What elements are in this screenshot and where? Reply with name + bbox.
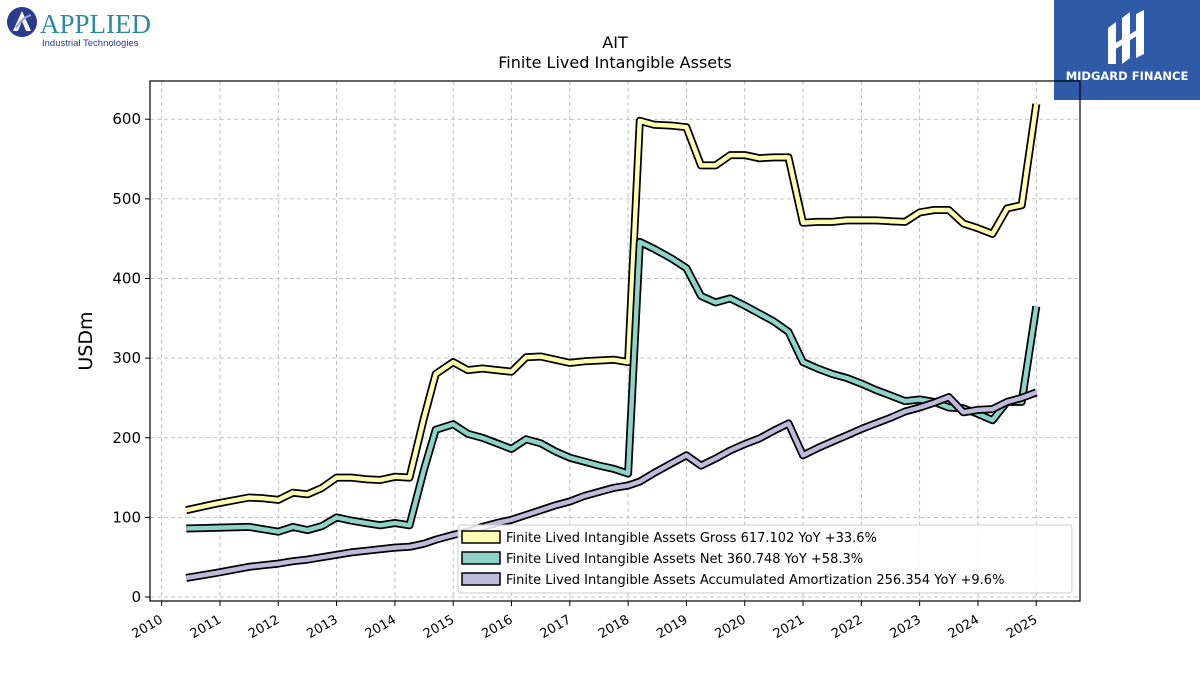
chart-title: AIT bbox=[602, 33, 628, 52]
y-tick-label: 400 bbox=[112, 269, 141, 287]
plot-frame bbox=[149, 80, 1081, 602]
series-gross-line bbox=[185, 103, 1039, 513]
y-tick-label: 500 bbox=[112, 190, 141, 208]
y-tick-label: 300 bbox=[112, 349, 141, 367]
series-net-line bbox=[186, 239, 1039, 534]
legend-label-net: Finite Lived Intangible Assets Net 360.7… bbox=[506, 552, 863, 567]
x-tick-label: 2019 bbox=[654, 612, 690, 642]
x-axis: 2010 2011 2012 2013 2014 2015 2016 2017 2018 2019… bbox=[130, 601, 1040, 642]
x-tick-label: 2020 bbox=[713, 612, 749, 642]
x-tick-label: 2013 bbox=[304, 612, 340, 642]
x-tick-label: 2018 bbox=[596, 612, 632, 642]
x-tick-label: 2021 bbox=[771, 612, 807, 642]
legend-label-gross: Finite Lived Intangible Assets Gross 617… bbox=[506, 531, 877, 546]
y-axis: 0 100 200 300 400 500 600 bbox=[112, 110, 150, 606]
grid bbox=[150, 81, 1080, 601]
legend-swatch-amortization bbox=[461, 572, 501, 586]
x-tick-label: 2025 bbox=[1004, 612, 1040, 642]
x-tick-label: 2011 bbox=[188, 612, 224, 642]
chart-subtitle: Finite Lived Intangible Assets bbox=[498, 53, 731, 72]
midgard-logo-text: MIDGARD FINANCE bbox=[1066, 69, 1189, 83]
y-tick-label: 100 bbox=[112, 508, 141, 526]
x-tick-label: 2024 bbox=[946, 612, 982, 642]
legend-box bbox=[457, 524, 1073, 594]
series-gross-outline bbox=[185, 103, 1041, 515]
legend-label-amortization: Finite Lived Intangible Assets Accumulat… bbox=[506, 573, 1004, 588]
applied-logo: APPLIED Industrial Technologies bbox=[4, 4, 164, 50]
applied-logo-mark: APPLIED Industrial Technologies bbox=[7, 7, 151, 49]
y-tick-label: 600 bbox=[112, 110, 141, 128]
y-tick-label: 0 bbox=[131, 588, 141, 606]
midgard-logo-mark: MIDGARD FINANCE bbox=[1066, 10, 1189, 83]
legend-swatch-net bbox=[461, 551, 501, 565]
series-layer bbox=[185, 103, 1041, 582]
x-tick-label: 2022 bbox=[829, 612, 865, 642]
x-tick-label: 2015 bbox=[421, 612, 457, 642]
legend-swatch-gross bbox=[461, 530, 501, 544]
applied-logo-text: APPLIED bbox=[40, 9, 151, 39]
x-tick-label: 2010 bbox=[130, 612, 166, 642]
x-tick-label: 2014 bbox=[363, 612, 399, 642]
x-tick-label: 2016 bbox=[479, 612, 515, 642]
midgard-logo: MIDGARD FINANCE bbox=[1054, 0, 1200, 100]
legend: Finite Lived Intangible Assets Gross 617… bbox=[457, 524, 1073, 594]
y-tick-label: 200 bbox=[112, 429, 141, 447]
x-tick-label: 2012 bbox=[246, 612, 282, 642]
series-amortization-line bbox=[185, 390, 1038, 581]
x-tick-label: 2017 bbox=[538, 612, 574, 642]
applied-logo-subtext: Industrial Technologies bbox=[42, 38, 139, 49]
y-axis-label: USDm bbox=[75, 311, 97, 370]
x-tick-label: 2023 bbox=[887, 612, 923, 642]
